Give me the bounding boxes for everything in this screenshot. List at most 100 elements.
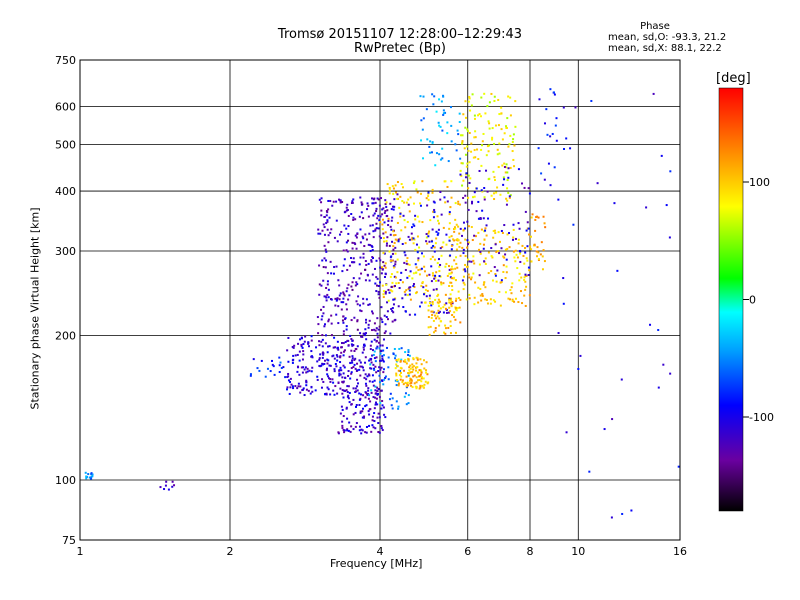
data-point xyxy=(376,317,379,320)
data-point xyxy=(349,362,352,365)
data-point xyxy=(294,354,297,357)
data-point xyxy=(365,391,368,394)
data-point xyxy=(405,375,408,378)
data-point xyxy=(383,264,386,267)
data-point xyxy=(361,416,364,419)
data-point xyxy=(530,248,533,251)
data-point xyxy=(364,328,367,331)
data-point xyxy=(386,183,389,186)
data-point xyxy=(340,230,343,233)
data-point xyxy=(371,374,374,377)
data-point xyxy=(524,273,527,276)
data-point xyxy=(353,242,356,245)
data-point xyxy=(392,245,395,248)
data-point xyxy=(365,404,368,407)
data-point xyxy=(466,239,469,242)
data-point xyxy=(423,265,426,268)
data-point xyxy=(425,236,428,239)
data-point xyxy=(333,368,336,371)
data-point xyxy=(547,162,550,165)
data-point xyxy=(385,244,388,247)
data-point xyxy=(512,133,515,136)
data-point xyxy=(456,243,459,246)
data-point xyxy=(356,362,359,365)
data-point xyxy=(415,366,418,369)
data-point xyxy=(493,229,496,232)
data-point xyxy=(363,245,366,248)
data-point xyxy=(327,345,330,348)
data-point xyxy=(465,172,468,175)
data-point xyxy=(418,379,421,382)
data-point xyxy=(477,301,480,304)
data-point xyxy=(370,329,373,332)
data-point xyxy=(483,260,486,263)
data-point xyxy=(407,394,410,397)
data-point xyxy=(506,247,509,250)
data-point xyxy=(342,330,345,333)
colorbar-unit-label: [deg] xyxy=(716,71,751,86)
data-point xyxy=(333,336,336,339)
data-point xyxy=(411,366,414,369)
data-point xyxy=(467,196,470,199)
data-point xyxy=(433,211,436,214)
data-point xyxy=(379,215,382,218)
data-point xyxy=(387,299,390,302)
data-point xyxy=(352,257,355,260)
data-point xyxy=(512,138,515,141)
data-point xyxy=(393,298,396,301)
data-point xyxy=(361,235,364,238)
data-point xyxy=(326,228,329,231)
data-point xyxy=(470,142,473,145)
data-point xyxy=(388,291,391,294)
data-point xyxy=(376,197,379,200)
data-point xyxy=(438,98,441,101)
data-point xyxy=(424,288,427,291)
data-point xyxy=(459,254,462,257)
data-point xyxy=(368,279,371,282)
data-point xyxy=(375,227,378,230)
data-point xyxy=(350,425,353,428)
data-point xyxy=(435,312,438,315)
data-point xyxy=(467,273,470,276)
data-point xyxy=(364,405,367,408)
data-point xyxy=(445,307,448,310)
data-point xyxy=(320,308,323,311)
data-point xyxy=(524,304,527,307)
data-point xyxy=(403,395,406,398)
data-point xyxy=(359,411,362,414)
data-point xyxy=(433,208,436,211)
data-point xyxy=(354,347,357,350)
data-point xyxy=(372,396,375,399)
data-point xyxy=(474,281,477,284)
data-point xyxy=(419,358,422,361)
data-point xyxy=(367,204,370,207)
data-point xyxy=(323,325,326,328)
data-point xyxy=(338,294,341,297)
data-point xyxy=(310,339,313,342)
data-point xyxy=(393,241,396,244)
data-point xyxy=(396,193,399,196)
data-point xyxy=(323,233,326,236)
data-point xyxy=(490,270,493,273)
data-point xyxy=(370,430,373,433)
data-point xyxy=(465,173,468,176)
data-point xyxy=(341,426,344,429)
data-point xyxy=(354,234,357,237)
data-point xyxy=(458,112,461,115)
data-point xyxy=(371,419,374,422)
data-point xyxy=(449,325,452,328)
data-point xyxy=(308,369,311,372)
data-point xyxy=(394,357,397,360)
data-point xyxy=(411,277,414,280)
data-point xyxy=(407,353,410,356)
data-point xyxy=(375,356,378,359)
data-point xyxy=(379,259,382,262)
data-point xyxy=(457,200,460,203)
data-point xyxy=(391,320,394,323)
data-point xyxy=(331,204,334,207)
data-point xyxy=(420,301,423,304)
data-point xyxy=(414,263,417,266)
data-point xyxy=(341,408,344,411)
data-point xyxy=(303,394,306,397)
data-point xyxy=(342,291,345,294)
